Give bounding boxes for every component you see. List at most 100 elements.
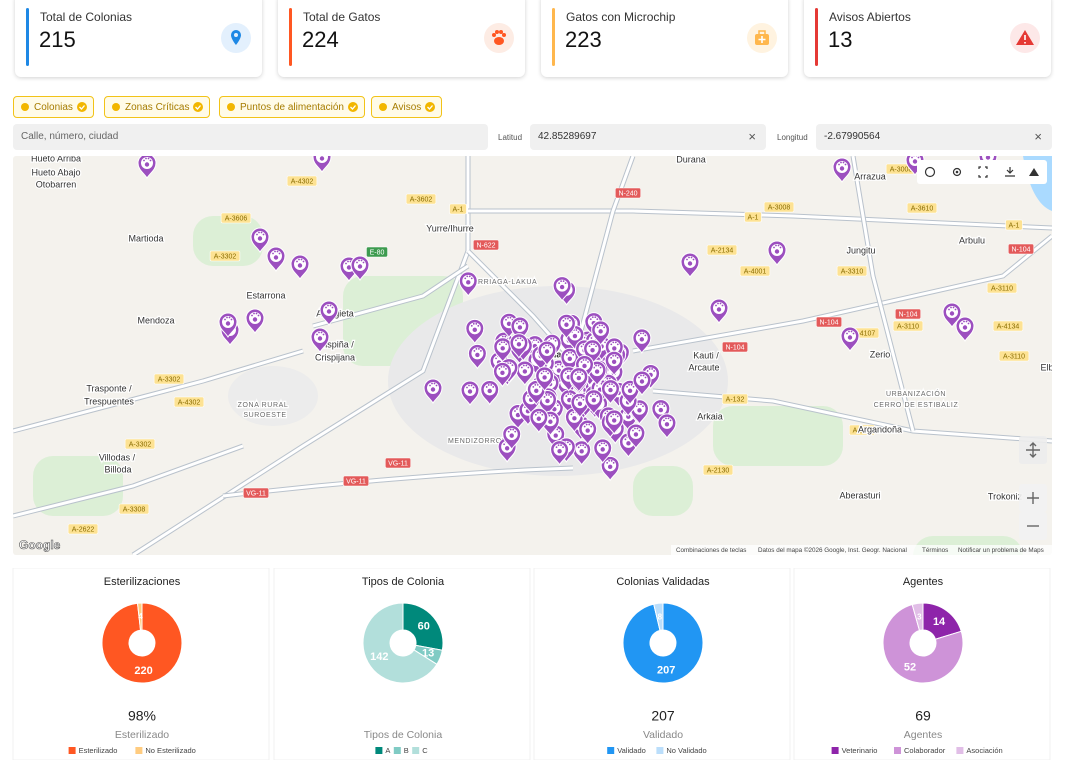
check-mark [78, 105, 85, 110]
marker-paw [665, 417, 667, 420]
map-button[interactable] [1019, 436, 1047, 464]
marker-paw [589, 395, 592, 398]
place-label: URBANIZACIÓN [886, 389, 946, 398]
lon-input[interactable]: -2.67990564 × [816, 124, 1052, 150]
road-shield [721, 393, 749, 405]
map[interactable]: A-4302 A-3602 A-3606 A-3302 A-3310 A-4001 A-30… [13, 156, 1052, 555]
road-shield [173, 396, 205, 408]
marker-paw [911, 156, 913, 159]
road-shield [118, 503, 150, 515]
summary-label: Validado [643, 729, 683, 741]
legend-swatch [375, 747, 383, 754]
marker-paw [632, 429, 634, 432]
marker-paw [582, 398, 585, 401]
pie-slice [653, 602, 664, 631]
chip-icon [21, 103, 29, 111]
filter-chip[interactable]: Puntos de alimentación [219, 96, 365, 118]
marker-paw [255, 312, 258, 315]
marker-paw [577, 401, 583, 406]
marker-paw [610, 356, 613, 359]
marker-paw [470, 277, 473, 280]
place-label: Durana [676, 156, 706, 164]
marker-paw [580, 396, 583, 399]
marker-paw [610, 415, 613, 418]
button-icon [1027, 492, 1039, 504]
chip-icon [379, 103, 387, 111]
attribution: Datos del mapa ©2026 Google, Inst. Geogr… [758, 546, 907, 554]
map-tool[interactable] [1029, 168, 1039, 176]
marker-paw [326, 309, 332, 314]
marker-paw [252, 317, 258, 322]
check-bg [193, 102, 204, 112]
map-tool[interactable] [952, 167, 962, 177]
road-label: VG-11 [388, 460, 408, 467]
marker-paw [555, 446, 558, 449]
button-icon [1026, 442, 1040, 458]
map-button[interactable] [1019, 484, 1047, 512]
marker-paw [579, 449, 584, 454]
stat-value: 223 [565, 27, 602, 52]
address-input[interactable]: Calle, número, ciudad [13, 124, 488, 150]
marker-paw [521, 339, 524, 342]
marker-paw [347, 260, 349, 263]
stat-value: 13 [828, 27, 853, 52]
marker-paw [536, 411, 539, 414]
marker-paw [544, 349, 550, 354]
marker-paw [626, 414, 631, 419]
clear[interactable]: × [1034, 129, 1042, 144]
marker-paw [775, 244, 777, 247]
marker-paw [539, 411, 542, 414]
map-button[interactable] [1019, 512, 1047, 540]
filter-chip[interactable]: Avisos [371, 96, 443, 118]
road [468, 209, 1052, 230]
marker-paw [505, 367, 507, 370]
road-label: A-4302 [291, 178, 314, 185]
lat-input[interactable]: 42.85289697 × [530, 124, 766, 150]
clear[interactable]: × [748, 129, 756, 144]
marker-paw [472, 386, 475, 389]
marker-paw [560, 444, 562, 447]
marker-paw [477, 348, 480, 350]
marker-paw [475, 352, 480, 358]
marker-paw [472, 327, 477, 333]
marker-paw [608, 459, 611, 462]
marker-paw [850, 330, 853, 333]
road-shield [614, 187, 642, 199]
road-label: A-3310 [841, 268, 864, 275]
marker-paw [658, 407, 664, 413]
marker-paw [505, 343, 508, 346]
road-label: VG-11 [246, 490, 266, 497]
chart-title: Colonias Validadas [616, 576, 710, 588]
filter-chip[interactable]: Colonias [13, 96, 94, 118]
marker-paw [507, 430, 510, 433]
marker-paw [487, 388, 492, 394]
marker-paw [614, 413, 617, 416]
marker-paw [543, 346, 545, 349]
map-tool[interactable] [924, 166, 936, 178]
slice-label: 220 [134, 665, 152, 677]
map-tool[interactable] [978, 166, 988, 178]
stat-card: Total de Colonias 215 [15, 0, 262, 77]
marker-paw [582, 444, 585, 447]
marker-paw [466, 280, 471, 285]
place-label: Arcaute [688, 362, 719, 372]
legend-label: Validado [617, 746, 646, 755]
map-tool[interactable] [1005, 167, 1015, 177]
marker-paw [225, 321, 231, 326]
filter-chip[interactable]: Zonas Críticas [104, 96, 211, 118]
marker-paw [145, 157, 147, 160]
marker-paw [594, 369, 600, 374]
summary-value: 69 [915, 708, 931, 724]
marker-paw [583, 425, 586, 428]
road-label: A-3602 [410, 196, 433, 203]
marker-paw [848, 330, 850, 333]
marker-paw [630, 383, 633, 386]
marker-paw [963, 320, 965, 323]
marker-paw [520, 366, 523, 369]
marker-paw [606, 385, 609, 388]
stat-card: Gatos con Microchip 223 [541, 0, 788, 77]
marker-paw [501, 335, 504, 338]
marker-paw [611, 383, 613, 386]
road [851, 156, 915, 432]
marker-paw [545, 344, 547, 347]
